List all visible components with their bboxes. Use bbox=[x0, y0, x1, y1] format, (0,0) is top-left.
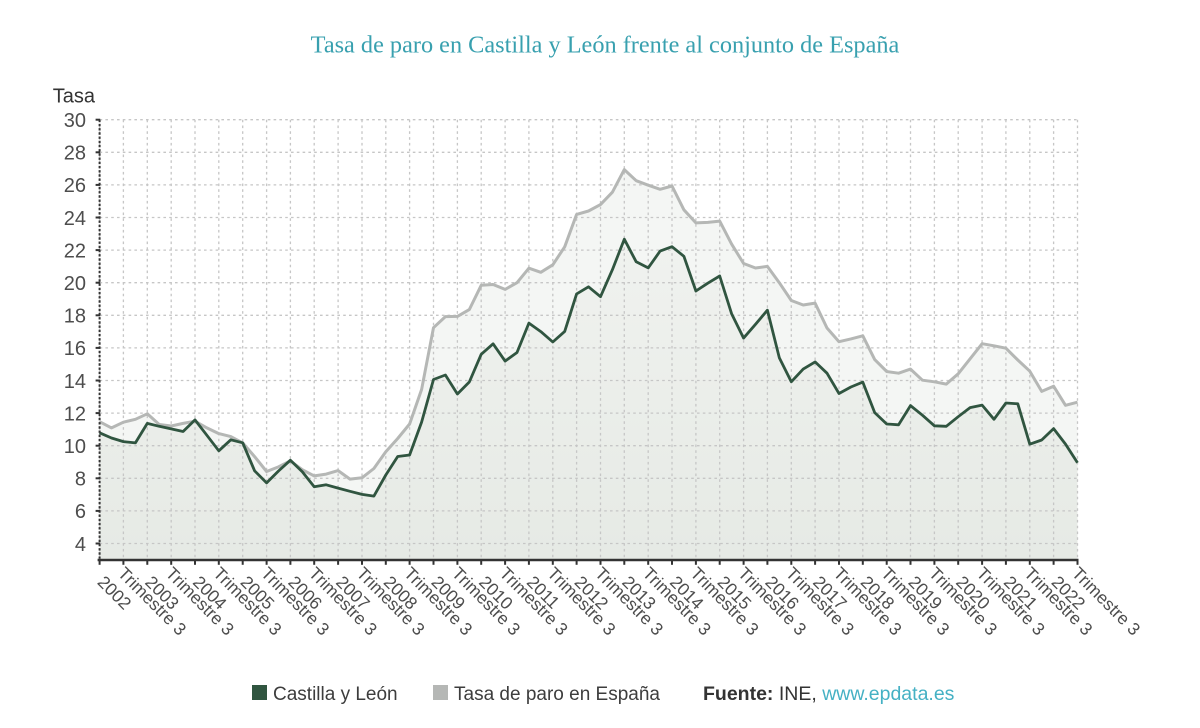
svg-text:28: 28 bbox=[64, 143, 86, 165]
svg-text:Tasa de paro en Castilla y Leó: Tasa de paro en Castilla y León frente a… bbox=[311, 32, 900, 59]
svg-text:16: 16 bbox=[64, 338, 86, 360]
svg-text:10: 10 bbox=[64, 436, 86, 458]
svg-text:8: 8 bbox=[75, 469, 86, 491]
svg-text:Tasa de paro en España: Tasa de paro en España bbox=[454, 684, 660, 705]
svg-text:20: 20 bbox=[64, 273, 86, 295]
svg-text:14: 14 bbox=[64, 371, 86, 393]
svg-text:12: 12 bbox=[64, 403, 86, 425]
svg-text:22: 22 bbox=[64, 240, 86, 262]
svg-text:Fuente: INE, www.epdata.es: Fuente: INE, www.epdata.es bbox=[703, 683, 955, 705]
svg-text:26: 26 bbox=[64, 175, 86, 197]
svg-text:18: 18 bbox=[64, 306, 86, 328]
svg-text:24: 24 bbox=[64, 208, 86, 230]
svg-text:Castilla y León: Castilla y León bbox=[273, 684, 398, 705]
svg-text:30: 30 bbox=[64, 110, 86, 132]
svg-text:Tasa: Tasa bbox=[53, 86, 96, 108]
svg-text:6: 6 bbox=[75, 501, 86, 523]
svg-text:4: 4 bbox=[75, 534, 86, 556]
